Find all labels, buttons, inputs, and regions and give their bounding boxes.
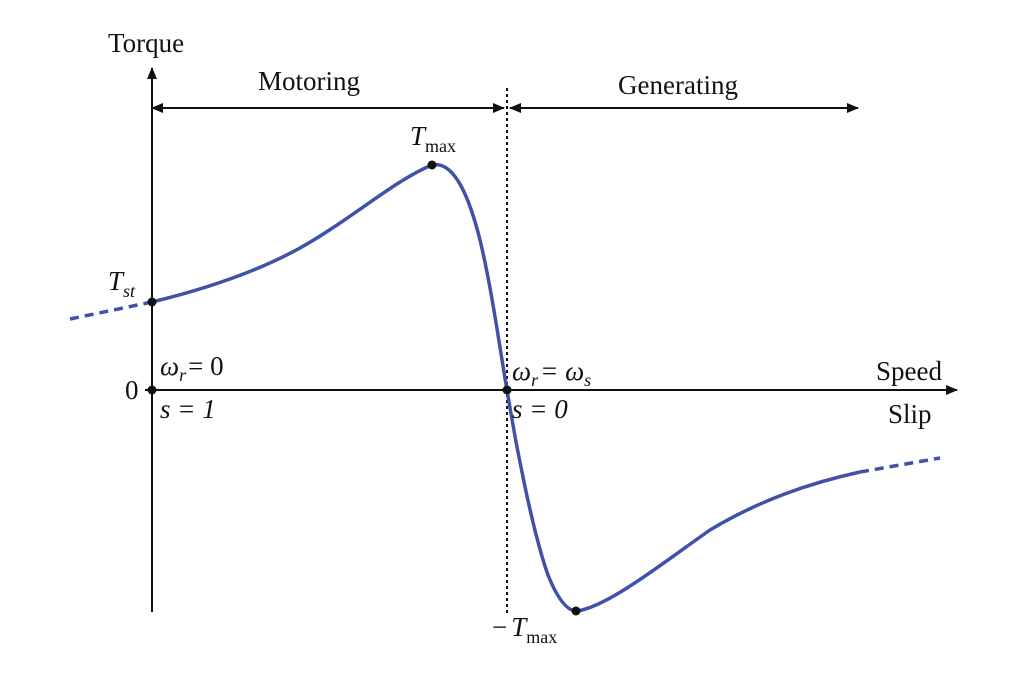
subscript: st xyxy=(123,281,136,301)
point xyxy=(427,160,437,170)
symbol: ω xyxy=(160,351,179,381)
subscript: s xyxy=(584,370,591,390)
curve-extension xyxy=(859,456,941,474)
region-label: Generating xyxy=(618,70,738,100)
point-label: s = 0 xyxy=(512,394,568,424)
point xyxy=(571,606,581,616)
point xyxy=(147,385,157,395)
symbol: T xyxy=(511,612,528,642)
subscript: r xyxy=(531,370,539,390)
point-label: Tmax xyxy=(410,121,456,156)
subscript: r xyxy=(179,365,187,385)
symbol: T xyxy=(108,266,125,296)
point-label: − Tmax xyxy=(492,612,557,647)
symbol: T xyxy=(410,121,427,151)
symbol: ω xyxy=(512,356,531,386)
rest: = 0 xyxy=(188,351,223,381)
point xyxy=(147,297,157,307)
origin-label: 0 xyxy=(125,375,139,405)
x-axis-label: Speed xyxy=(876,356,942,386)
point-label: ωr= ωs xyxy=(512,356,591,390)
x-axis-label: Slip xyxy=(888,399,932,429)
point-label: s = 1 xyxy=(160,394,216,424)
subscript: max xyxy=(526,627,557,647)
point-label: ωr= 0 xyxy=(160,351,224,385)
region-label: Motoring xyxy=(258,66,360,96)
y-axis-label: Torque xyxy=(108,28,184,58)
subscript: max xyxy=(425,136,456,156)
point-label: Tst xyxy=(108,266,136,301)
prefix: − xyxy=(492,612,507,642)
rest: = ω xyxy=(540,356,584,386)
point xyxy=(502,385,512,395)
curve-extension xyxy=(69,300,153,321)
